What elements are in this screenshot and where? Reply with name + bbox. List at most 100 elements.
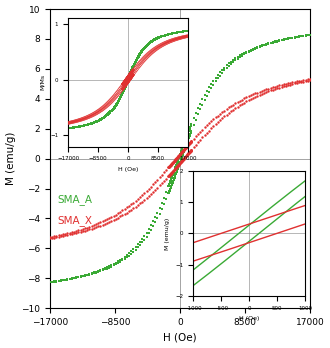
Point bbox=[140, 192, 145, 198]
Point bbox=[224, 106, 229, 112]
Point bbox=[219, 116, 225, 121]
Point bbox=[168, 171, 174, 176]
Point bbox=[56, 278, 61, 284]
Point bbox=[181, 156, 186, 162]
Point bbox=[176, 163, 182, 168]
Point bbox=[235, 99, 240, 105]
Point bbox=[167, 172, 173, 177]
Point bbox=[179, 147, 184, 152]
Point bbox=[177, 152, 182, 158]
Point bbox=[111, 263, 116, 268]
Point bbox=[188, 121, 194, 127]
Point bbox=[185, 151, 190, 157]
Point bbox=[259, 42, 264, 48]
Point bbox=[180, 158, 185, 163]
Point bbox=[268, 88, 273, 93]
Point bbox=[180, 144, 185, 149]
Point bbox=[206, 89, 212, 95]
Point bbox=[170, 181, 175, 187]
Point bbox=[185, 129, 191, 135]
Point bbox=[109, 214, 114, 220]
Point bbox=[195, 131, 201, 137]
Point bbox=[133, 198, 138, 204]
Point bbox=[109, 264, 114, 269]
Point bbox=[263, 89, 269, 95]
Point bbox=[184, 144, 189, 149]
Point bbox=[171, 168, 176, 173]
Point bbox=[184, 141, 189, 146]
Point bbox=[167, 164, 172, 169]
Point bbox=[102, 218, 107, 223]
Point bbox=[122, 211, 127, 217]
Point bbox=[177, 152, 182, 157]
Point bbox=[171, 176, 177, 182]
Point bbox=[146, 186, 151, 192]
Point bbox=[168, 177, 174, 182]
Point bbox=[259, 91, 264, 97]
Point bbox=[242, 96, 247, 101]
Point bbox=[117, 259, 123, 264]
Point bbox=[266, 88, 271, 94]
Point bbox=[69, 231, 75, 237]
Point bbox=[169, 182, 175, 187]
Point bbox=[169, 169, 175, 175]
Point bbox=[235, 104, 240, 110]
Point bbox=[173, 163, 179, 169]
Point bbox=[173, 165, 178, 171]
Point bbox=[166, 165, 171, 170]
Point bbox=[188, 140, 193, 145]
Point bbox=[167, 163, 173, 169]
Point bbox=[255, 90, 260, 95]
Point bbox=[173, 165, 178, 171]
Point bbox=[305, 33, 311, 38]
Point bbox=[211, 117, 216, 122]
Point bbox=[172, 158, 177, 163]
Point bbox=[71, 276, 77, 281]
Point bbox=[65, 232, 70, 238]
Point bbox=[140, 236, 145, 242]
Point bbox=[301, 33, 306, 39]
Point bbox=[217, 69, 223, 75]
Point bbox=[189, 138, 194, 144]
Point bbox=[183, 137, 188, 142]
Point bbox=[281, 81, 286, 87]
Point bbox=[294, 80, 300, 86]
Point bbox=[176, 153, 181, 159]
Point bbox=[187, 132, 192, 138]
Point bbox=[187, 133, 192, 139]
Point bbox=[183, 145, 188, 150]
Point bbox=[166, 164, 172, 170]
Point bbox=[186, 150, 191, 156]
Point bbox=[299, 79, 304, 85]
Point bbox=[179, 158, 184, 164]
Point bbox=[182, 148, 187, 154]
Point bbox=[170, 160, 175, 166]
Point bbox=[171, 158, 177, 164]
Point bbox=[175, 168, 180, 173]
Point bbox=[135, 202, 140, 208]
Point bbox=[179, 155, 184, 160]
Point bbox=[178, 150, 183, 156]
Point bbox=[176, 164, 181, 169]
Point bbox=[183, 153, 189, 159]
Point bbox=[178, 157, 183, 162]
Point bbox=[100, 222, 105, 228]
Point bbox=[215, 119, 220, 125]
Point bbox=[102, 266, 107, 271]
Point bbox=[244, 49, 249, 55]
Point bbox=[277, 38, 282, 43]
Point bbox=[175, 165, 181, 171]
Point bbox=[182, 137, 188, 143]
Point bbox=[183, 144, 188, 149]
Point bbox=[202, 125, 207, 130]
Point bbox=[71, 229, 77, 234]
Point bbox=[219, 70, 225, 76]
Point bbox=[89, 271, 94, 277]
Point bbox=[213, 75, 218, 80]
Point bbox=[231, 57, 236, 63]
Point bbox=[181, 141, 186, 147]
Point bbox=[89, 226, 94, 231]
Point bbox=[128, 207, 134, 213]
Point bbox=[184, 141, 189, 147]
Point bbox=[171, 167, 177, 173]
